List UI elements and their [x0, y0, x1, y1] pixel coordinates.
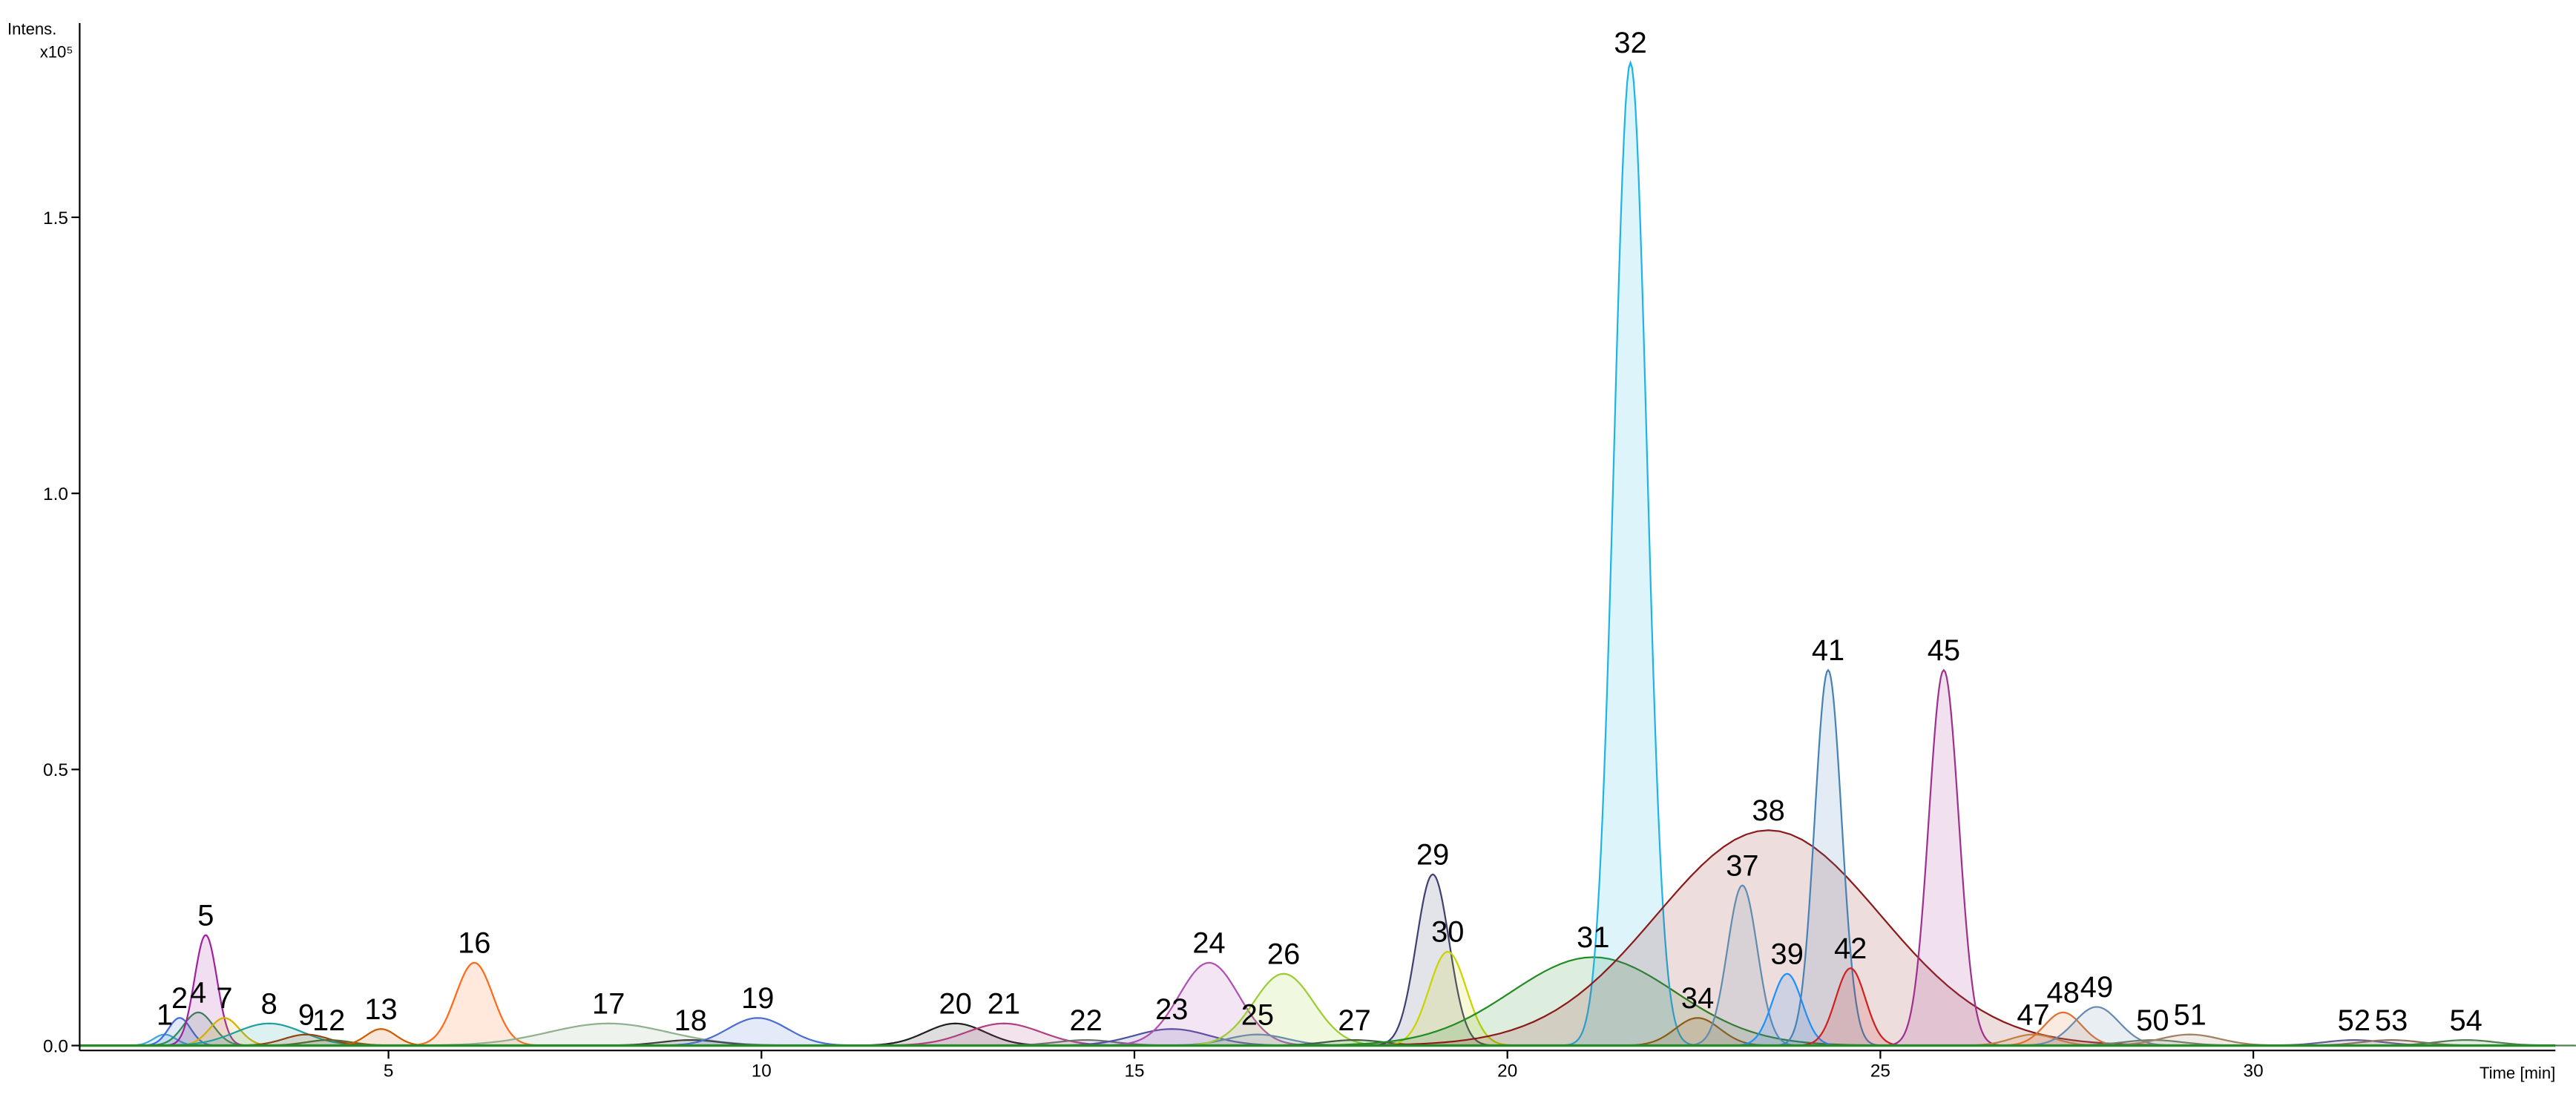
peak-label: 5: [197, 899, 214, 932]
peak-label: 30: [1431, 916, 1464, 949]
y-tick-label: 0.0: [43, 1036, 68, 1056]
peak-label: 37: [1726, 849, 1758, 882]
peak: [1565, 59, 1697, 1047]
peak-label: 22: [1069, 1004, 1102, 1037]
peak-label: 8: [261, 987, 277, 1020]
x-tick-label: 25: [1870, 1061, 1890, 1081]
peak-label: 39: [1771, 938, 1804, 971]
peak-label: 54: [2449, 1004, 2482, 1037]
peak-label: 23: [1155, 993, 1188, 1026]
peak: [1367, 873, 1499, 1047]
peak-label: 24: [1192, 927, 1225, 960]
peak-label: 50: [2136, 1004, 2169, 1037]
peak: [1264, 956, 1922, 1047]
peak-label: 41: [1812, 634, 1844, 667]
peak-label: 1: [157, 998, 173, 1031]
x-tick-label: 30: [2244, 1061, 2264, 1081]
peak-label: 48: [2047, 977, 2080, 1010]
peak: [1089, 961, 1329, 1047]
peak-label: 7: [216, 982, 232, 1015]
peak: [399, 961, 549, 1047]
x-axis-title: Time [min]: [2480, 1064, 2555, 1082]
peak-label: 20: [939, 987, 972, 1020]
peak: [1884, 668, 2004, 1047]
peak-label: 12: [312, 1004, 345, 1037]
peak-label: 49: [2080, 971, 2113, 1004]
peak-label: 53: [2375, 1004, 2408, 1037]
peak: [1790, 967, 1910, 1047]
peak-label: 9: [298, 998, 315, 1031]
peak: [1373, 950, 1522, 1047]
peak: [1321, 829, 2216, 1047]
x-tick-label: 10: [752, 1061, 772, 1081]
peak: [1682, 884, 1802, 1047]
y-axis-title: Intens.: [7, 19, 56, 38]
peak-label: 29: [1416, 839, 1449, 872]
y-tick-label: 0.5: [43, 760, 68, 780]
peak: [1727, 972, 1847, 1047]
y-axis-unit: x10⁵: [40, 42, 73, 61]
peak-label: 31: [1577, 921, 1609, 954]
peak-label: 18: [674, 1004, 707, 1037]
peak-label: 4: [190, 977, 206, 1010]
y-tick-label: 1.5: [43, 208, 68, 228]
x-tick-label: 5: [384, 1061, 394, 1081]
peak-label: 52: [2338, 1004, 2370, 1037]
peak: [1774, 668, 1882, 1047]
peak-label: 26: [1267, 938, 1300, 971]
x-tick-label: 20: [1497, 1061, 1517, 1081]
peak: [160, 934, 251, 1047]
ticks: 5 10 15 20 25 300.00.51.01.5: [43, 208, 2264, 1081]
peak-label: 25: [1241, 998, 1274, 1031]
peak-label: 32: [1614, 27, 1646, 59]
peak-label: 13: [364, 993, 397, 1026]
peak-label: 45: [1928, 634, 1960, 667]
peak-label: 21: [988, 987, 1020, 1020]
peak-label: 16: [458, 927, 490, 960]
peak-label: 2: [171, 982, 188, 1015]
peak-label: 47: [2017, 998, 2049, 1031]
peak-label: 27: [1338, 1004, 1370, 1037]
peak-label: 38: [1752, 794, 1784, 827]
peak-label: 42: [1834, 932, 1867, 965]
peak-label: 19: [741, 982, 774, 1015]
y-tick-label: 1.0: [43, 484, 68, 504]
peak-label: 17: [592, 987, 625, 1020]
peak-label: 34: [1681, 982, 1714, 1015]
peak-label: 51: [2173, 998, 2206, 1031]
x-tick-label: 15: [1124, 1061, 1144, 1081]
